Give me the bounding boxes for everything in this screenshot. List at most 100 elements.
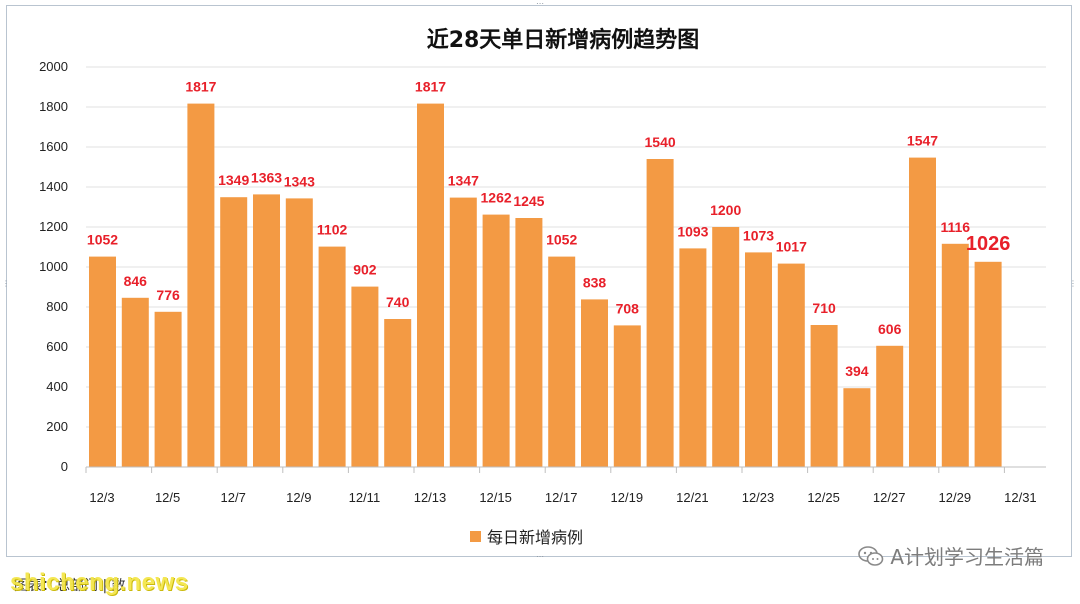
x-tick-label: 12/9 [286, 490, 311, 505]
legend-swatch [470, 531, 481, 542]
bar [449, 197, 477, 467]
x-tick-label: 12/21 [676, 490, 709, 505]
data-label: 1817 [415, 79, 446, 95]
legend: 每日新增病例 [470, 528, 583, 547]
y-tick-label: 800 [46, 299, 68, 314]
bar [810, 325, 838, 467]
y-tick-label: 1000 [39, 259, 68, 274]
bar [941, 243, 969, 467]
bar [285, 198, 313, 467]
bars [89, 103, 1002, 467]
x-tick-label: 12/23 [742, 490, 775, 505]
bar [417, 103, 444, 467]
data-label: 838 [583, 274, 607, 290]
bar [89, 256, 116, 467]
bar [318, 246, 346, 467]
bar [679, 248, 707, 467]
site-watermark: shicheng.news [10, 569, 189, 596]
data-label: 1540 [645, 134, 676, 150]
bar [384, 319, 412, 467]
resize-handle-bottom[interactable]: ⋯ [536, 552, 544, 561]
y-axis-ticks: 0 200 400 600 800 1000 1200 1400 1600 1800 2000 [39, 59, 68, 474]
bar [646, 159, 674, 467]
bar [220, 197, 248, 467]
x-tick-label: 12/5 [155, 490, 180, 505]
y-tick-label: 600 [46, 339, 68, 354]
bar [909, 157, 936, 467]
bar [121, 297, 149, 467]
y-tick-label: 400 [46, 379, 68, 394]
data-label: 1093 [677, 223, 708, 239]
account-watermark: A计划学习生活篇 [858, 541, 1044, 570]
data-label: 1026 [966, 233, 1011, 255]
data-label: 1116 [940, 219, 970, 235]
bar [253, 194, 280, 467]
data-label: 1363 [251, 169, 282, 185]
bar [154, 311, 182, 467]
data-label: 1349 [218, 172, 249, 188]
data-label: 1245 [513, 193, 544, 209]
data-label: 1817 [185, 79, 216, 95]
y-tick-label: 200 [46, 419, 68, 434]
data-label: 1102 [317, 222, 348, 238]
y-tick-label: 1600 [39, 139, 68, 154]
source-caption: 图表：总部门 | 数 [14, 578, 126, 594]
x-tick-label: 12/13 [414, 490, 447, 505]
data-label: 710 [812, 300, 836, 316]
data-label: 1262 [481, 190, 512, 206]
x-tick-label: 12/19 [611, 490, 644, 505]
x-tick-label: 12/15 [479, 490, 512, 505]
bar [482, 214, 510, 467]
x-tick-label: 12/31 [1004, 490, 1037, 505]
y-tick-label: 0 [61, 459, 68, 474]
y-tick-label: 2000 [39, 59, 68, 74]
data-label: 708 [616, 300, 640, 316]
x-tick-label: 12/29 [939, 490, 972, 505]
data-labels: 1052 846 776 1817 1349 1363 1343 1102 902 740 1817… [87, 79, 1010, 380]
resize-handle-right[interactable]: ⋮ [1069, 279, 1077, 288]
data-label: 776 [156, 287, 180, 303]
y-tick-label: 1800 [39, 99, 68, 114]
data-label: 1052 [87, 232, 118, 248]
x-tick-label: 12/3 [89, 490, 114, 505]
chart-title: 近28天单日新增病例趋势图 [427, 27, 700, 53]
bar [613, 325, 641, 467]
data-label: 1347 [448, 173, 479, 189]
resize-handle-left[interactable]: ⋮ [2, 279, 10, 288]
y-tick-label: 1400 [39, 179, 68, 194]
bar [351, 286, 379, 467]
x-tick-label: 12/25 [807, 490, 840, 505]
x-tick-label: 12/11 [349, 490, 381, 505]
x-axis: 12/3 12/5 12/7 12/9 12/11 12/13 12/15 12/17 12/1… [85, 466, 1046, 505]
resize-handle-top[interactable]: ⋯ [536, 0, 544, 8]
data-label: 902 [353, 262, 377, 278]
data-label: 606 [878, 321, 902, 337]
bar [876, 345, 904, 467]
bar [777, 263, 805, 467]
bar [745, 252, 772, 467]
y-tick-label: 1200 [39, 219, 68, 234]
bar [515, 218, 543, 467]
wechat-icon [858, 545, 884, 566]
data-label: 1343 [284, 173, 315, 189]
bar [187, 103, 215, 467]
data-label: 1052 [546, 232, 577, 248]
data-label: 740 [386, 294, 410, 310]
data-label: 1073 [743, 227, 774, 243]
x-tick-label: 12/7 [221, 490, 246, 505]
watermark-text: A计划学习生活篇 [890, 545, 1044, 569]
data-label: 1017 [776, 239, 807, 255]
bar [548, 256, 576, 467]
data-label: 1200 [710, 202, 741, 218]
bar [581, 299, 608, 467]
bar [974, 261, 1002, 467]
data-label: 846 [124, 273, 148, 289]
bar [712, 227, 740, 467]
bar [843, 388, 871, 467]
bar-chart: 近28天单日新增病例趋势图 0 200 400 600 800 1000 1200 1400 1… [39, 27, 1046, 547]
data-label: 1547 [907, 133, 938, 149]
legend-label: 每日新增病例 [487, 528, 583, 547]
data-label: 394 [845, 363, 869, 379]
x-tick-label: 12/27 [873, 490, 906, 505]
x-tick-label: 12/17 [545, 490, 578, 505]
